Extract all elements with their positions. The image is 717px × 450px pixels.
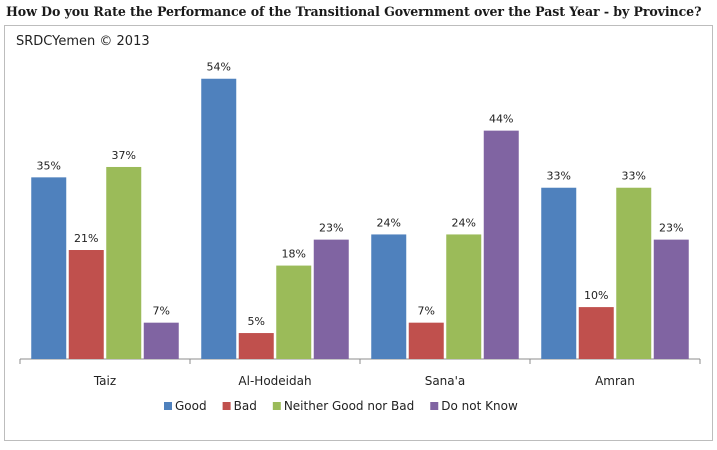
data-label: 37%: [112, 149, 136, 162]
legend-swatch: [272, 402, 281, 410]
bar-do-not-know-amran: [653, 239, 689, 359]
legend-label: Do not Know: [441, 399, 518, 413]
category-label: Amran: [595, 374, 635, 388]
data-label: 5%: [248, 315, 265, 328]
data-label: 35%: [37, 159, 61, 172]
bar-bad-taiz: [68, 250, 104, 359]
data-label: 23%: [659, 222, 683, 235]
data-label: 24%: [377, 216, 401, 229]
bar-good-taiz: [31, 177, 67, 359]
bar-neither-good-nor-bad-taiz: [106, 166, 142, 359]
data-label: 33%: [622, 170, 646, 183]
data-label: 33%: [547, 170, 571, 183]
bar-neither-good-nor-bad-sana-a: [446, 234, 482, 359]
data-label: 7%: [418, 305, 435, 318]
bar-do-not-know-sana-a: [483, 130, 519, 359]
data-label: 24%: [452, 216, 476, 229]
data-label: 10%: [584, 289, 608, 302]
bar-good-amran: [541, 187, 577, 359]
data-label: 7%: [153, 305, 170, 318]
bar-good-sana-a: [371, 234, 407, 359]
bar-bad-amran: [578, 307, 614, 359]
bar-do-not-know-taiz: [143, 322, 179, 359]
bar-bad-sana-a: [408, 322, 444, 359]
legend-swatch: [164, 402, 172, 410]
data-label: 23%: [319, 222, 343, 235]
bar-do-not-know-al-hodeidah: [313, 239, 349, 359]
bar-neither-good-nor-bad-amran: [616, 187, 652, 359]
source-label: SRDCYemen © 2013: [16, 34, 150, 49]
category-label: Al-Hodeidah: [238, 374, 311, 388]
data-label: 18%: [282, 248, 306, 261]
legend-label: Neither Good nor Bad: [284, 399, 414, 413]
legend-label: Good: [175, 399, 207, 413]
legend-swatch: [222, 402, 231, 410]
data-label: 44%: [489, 113, 513, 126]
legend-label: Bad: [234, 399, 257, 413]
category-label: Sana'a: [425, 374, 466, 388]
bar-bad-al-hodeidah: [238, 333, 274, 359]
bar-neither-good-nor-bad-al-hodeidah: [276, 265, 312, 359]
category-label: Taiz: [93, 374, 116, 388]
legend-swatch: [430, 402, 439, 410]
data-label: 54%: [207, 61, 231, 74]
bar-good-al-hodeidah: [201, 78, 237, 360]
data-label: 21%: [74, 232, 98, 245]
chart-title: How Do you Rate the Performance of the T…: [6, 4, 702, 19]
